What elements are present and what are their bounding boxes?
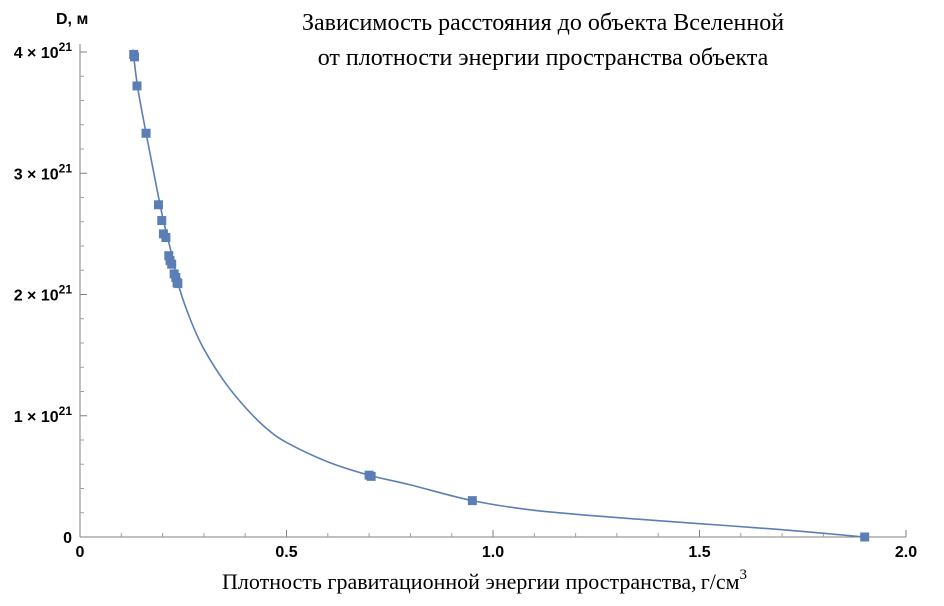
y-tick-label: 2 × 1021 <box>14 283 73 305</box>
y-tick-mantissa: 1 × 10 <box>14 409 59 426</box>
data-point <box>167 259 177 269</box>
data-point <box>157 216 167 226</box>
x-tick-label: 0 <box>76 544 85 561</box>
data-point <box>132 81 142 91</box>
data-points <box>129 49 870 542</box>
y-tick-mantissa: 2 × 10 <box>14 288 59 305</box>
x-tick-label: 0.5 <box>275 544 297 561</box>
data-point <box>860 532 870 542</box>
y-tick-mantissa: 3 × 10 <box>14 166 59 183</box>
x-axis-label-text: Плотность гравитационной энергии простра… <box>222 569 697 594</box>
x-axis-ticks: 0 0.5 1.0 1.5 2.0 <box>76 530 917 561</box>
data-point <box>173 279 183 289</box>
data-point <box>467 496 477 506</box>
data-point <box>171 273 181 283</box>
y-tick-label: 4 × 1021 <box>14 40 73 62</box>
data-point <box>141 128 151 138</box>
y-tick-label: 3 × 1021 <box>14 161 73 183</box>
chart-title-line-1: Зависимость расстояния до объекта Вселен… <box>302 10 784 36</box>
data-point <box>366 471 376 481</box>
x-axis-label: Плотность гравитационной энергии простра… <box>222 567 747 594</box>
data-point <box>161 233 171 243</box>
y-tick-exponent: 21 <box>59 161 73 175</box>
fit-curve <box>132 49 865 538</box>
x-tick-label: 1.0 <box>482 544 504 561</box>
data-point <box>164 251 174 261</box>
title: Зависимость расстояния до объекта Вселен… <box>302 10 784 71</box>
y-tick-exponent: 21 <box>59 283 73 297</box>
y-tick-mantissa: 4 × 10 <box>14 45 59 62</box>
data-point <box>130 52 140 62</box>
y-tick-label: 0 <box>63 530 72 547</box>
x-tick-label: 2.0 <box>895 544 917 561</box>
y-axis-label: D, м <box>56 11 88 28</box>
x-axis-unit-exponent: 3 <box>740 567 748 583</box>
y-tick-exponent: 21 <box>59 404 73 418</box>
x-axis-unit: г/см <box>701 569 740 594</box>
y-tick-label: 1 × 1021 <box>14 404 73 426</box>
chart-title-line-2: от плотности энергии пространства объект… <box>318 45 769 71</box>
x-tick-label: 1.5 <box>688 544 710 561</box>
data-point <box>153 200 163 210</box>
y-tick-exponent: 21 <box>59 40 73 54</box>
